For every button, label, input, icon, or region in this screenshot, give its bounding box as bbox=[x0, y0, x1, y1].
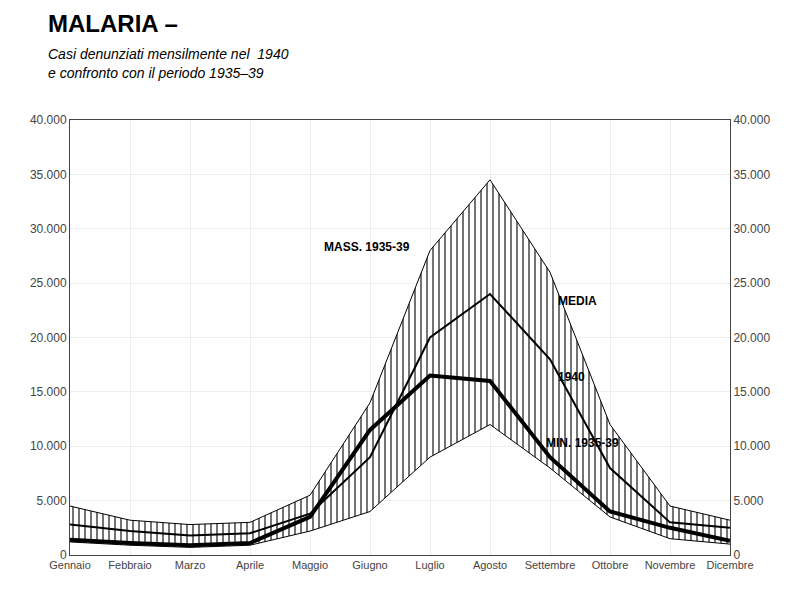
svg-text:0: 0 bbox=[60, 548, 67, 562]
svg-text:MASS. 1935-39: MASS. 1935-39 bbox=[324, 240, 410, 254]
svg-text:Giugno: Giugno bbox=[352, 559, 387, 571]
svg-text:MIN. 1935-39: MIN. 1935-39 bbox=[546, 436, 619, 450]
svg-text:Dicembre: Dicembre bbox=[706, 559, 753, 571]
svg-text:5.000: 5.000 bbox=[37, 494, 67, 508]
svg-text:Agosto: Agosto bbox=[473, 559, 507, 571]
svg-text:Aprile: Aprile bbox=[236, 559, 264, 571]
svg-text:35.000: 35.000 bbox=[733, 168, 770, 182]
svg-text:25.000: 25.000 bbox=[733, 276, 770, 290]
svg-text:10.000: 10.000 bbox=[30, 439, 67, 453]
svg-text:Luglio: Luglio bbox=[415, 559, 444, 571]
svg-text:Gennaio: Gennaio bbox=[49, 559, 91, 571]
svg-text:Ottobre: Ottobre bbox=[592, 559, 629, 571]
svg-text:MALARIA –: MALARIA – bbox=[48, 10, 178, 37]
svg-text:35.000: 35.000 bbox=[30, 168, 67, 182]
svg-text:Settembre: Settembre bbox=[525, 559, 576, 571]
svg-text:15.000: 15.000 bbox=[733, 385, 770, 399]
svg-text:40.000: 40.000 bbox=[30, 113, 67, 127]
svg-text:0: 0 bbox=[733, 548, 740, 562]
svg-text:Maggio: Maggio bbox=[292, 559, 328, 571]
svg-text:Marzo: Marzo bbox=[175, 559, 206, 571]
svg-text:20.000: 20.000 bbox=[30, 331, 67, 345]
svg-text:Casi denunziati mensilmente ne: Casi denunziati mensilmente nel 1940e co… bbox=[48, 46, 289, 80]
svg-text:10.000: 10.000 bbox=[733, 439, 770, 453]
svg-text:Febbraio: Febbraio bbox=[108, 559, 151, 571]
svg-text:Novembre: Novembre bbox=[645, 559, 696, 571]
svg-text:5.000: 5.000 bbox=[733, 494, 763, 508]
svg-text:1940: 1940 bbox=[558, 370, 585, 384]
svg-text:15.000: 15.000 bbox=[30, 385, 67, 399]
svg-text:30.000: 30.000 bbox=[30, 222, 67, 236]
svg-text:MEDIA: MEDIA bbox=[558, 294, 597, 308]
svg-text:20.000: 20.000 bbox=[733, 331, 770, 345]
svg-text:30.000: 30.000 bbox=[733, 222, 770, 236]
svg-text:40.000: 40.000 bbox=[733, 113, 770, 127]
svg-text:25.000: 25.000 bbox=[30, 276, 67, 290]
